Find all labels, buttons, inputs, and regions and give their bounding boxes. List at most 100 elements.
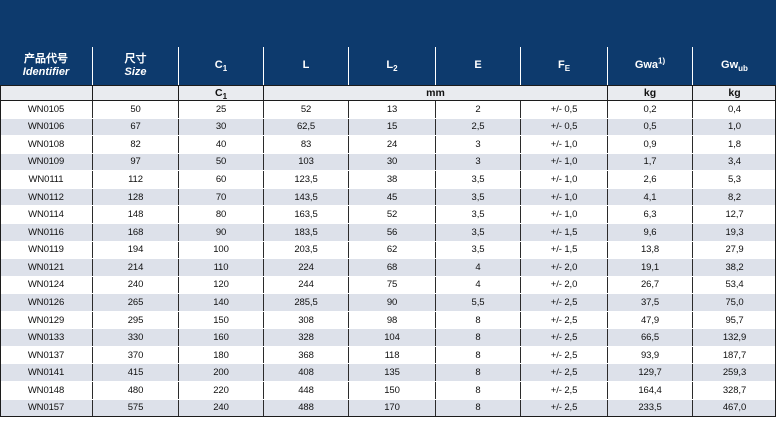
table-cell: 148 — [92, 206, 178, 223]
table-row: WN0114 148 80 163,5 52 3,5 +/- 1,0 6,3 12,7 — [0, 206, 776, 224]
table-cell: 6,3 — [607, 206, 692, 223]
table-cell: 259,3 — [692, 364, 776, 381]
table-cell: 112 — [92, 171, 178, 188]
table-cell: 13 — [348, 101, 435, 118]
table-left-edge — [0, 85, 1, 417]
table-cell: 75,0 — [692, 294, 776, 311]
table-cell: 37,5 — [607, 294, 692, 311]
table-body: WN0105 50 25 52 13 2 +/- 0,5 0,2 0,4 WN0106 67 30 62… — [0, 101, 776, 417]
table-cell: 93,9 — [607, 346, 692, 364]
table-cell: +/- 1,0 — [520, 136, 607, 153]
table-cell: 183,5 — [263, 223, 348, 241]
table-cell: 1,8 — [692, 136, 776, 153]
table-header-row: 产品代号 Identifier 尺寸 Size C1 L L2 E FE — [0, 47, 776, 85]
col-header-l: L — [263, 47, 348, 85]
table-row: WN0108 82 40 83 24 3 +/- 1,0 0,9 1,8 — [0, 136, 776, 154]
table-cell: 27,9 — [692, 241, 776, 259]
table-cell: 0,4 — [692, 101, 776, 118]
table-cell: 3,4 — [692, 153, 776, 171]
table-cell: 2,5 — [435, 118, 520, 136]
col-header-identifier: 产品代号 Identifier — [0, 47, 92, 85]
table-cell: 30 — [178, 118, 263, 136]
table-cell: +/- 1,0 — [520, 188, 607, 206]
table-cell: 100 — [178, 241, 263, 259]
table-cell: 3,5 — [435, 241, 520, 259]
table-cell: 25 — [178, 101, 263, 118]
table-cell: 132,9 — [692, 329, 776, 346]
table-cell: 19,3 — [692, 223, 776, 241]
identifier-cell: WN0114 — [28, 209, 64, 221]
table-cell: 120 — [178, 276, 263, 294]
table-cell: 52 — [348, 206, 435, 223]
table-cell: +/- 2,5 — [520, 311, 607, 329]
table-cell: 53,4 — [692, 276, 776, 294]
table-cell: 220 — [178, 382, 263, 399]
identifier-cell: WN0126 — [27, 296, 65, 308]
table-cell: 244 — [263, 276, 348, 294]
table-cell: +/- 2,0 — [520, 259, 607, 276]
table-cell: +/- 1,0 — [520, 206, 607, 223]
table-cell: 67 — [92, 118, 178, 136]
table-cell: 98 — [348, 311, 435, 329]
table-cell: 187,7 — [692, 346, 776, 364]
units-cell-kg-gwub: kg — [692, 86, 776, 100]
table-cell: 66,5 — [607, 329, 692, 346]
table-cell: 150 — [348, 382, 435, 399]
table-cell: 118 — [348, 346, 435, 364]
table-cell: 328 — [263, 329, 348, 346]
table-cell: +/- 2,0 — [520, 276, 607, 294]
table-cell: 60 — [178, 171, 263, 188]
table-cell: 8 — [435, 346, 520, 364]
table-cell: 0,9 — [607, 136, 692, 153]
identifier-cell: WN0116 — [28, 226, 64, 238]
table-cell: 180 — [178, 346, 263, 364]
table-cell: 24 — [348, 136, 435, 153]
table-cell: 143,5 — [263, 188, 348, 206]
col-header-fe: FE — [520, 47, 607, 85]
table-cell: 368 — [263, 346, 348, 364]
table-cell: +/- 2,5 — [520, 399, 607, 417]
table-cell: 80 — [178, 206, 263, 223]
table-cell: 38,2 — [692, 259, 776, 276]
table-cell: 4 — [435, 276, 520, 294]
table-cell: +/- 1,5 — [520, 241, 607, 259]
table-cell: 415 — [92, 364, 178, 381]
col-header-size-en: Size — [124, 66, 147, 78]
table-cell: 308 — [263, 311, 348, 329]
identifier-cell: WN0133 — [27, 332, 65, 344]
table-cell: 3,5 — [435, 206, 520, 223]
table-cell: 129,7 — [607, 364, 692, 381]
table-cell: 3 — [435, 153, 520, 171]
identifier-cell: WN0109 — [27, 156, 65, 168]
table-cell: 15 — [348, 118, 435, 136]
identifier-cell: WN0112 — [28, 191, 64, 203]
table-cell: +/- 0,5 — [520, 118, 607, 136]
table-cell: 9,6 — [607, 223, 692, 241]
units-cell-identifier — [0, 86, 92, 100]
table-cell: 140 — [178, 294, 263, 311]
table-row: WN0157 575 240 488 170 8 +/- 2,5 233,5 467,0 — [0, 399, 776, 417]
table-cell: 164,4 — [607, 382, 692, 399]
table-cell: 8 — [435, 311, 520, 329]
table-cell: 8 — [435, 399, 520, 417]
table-cell: +/- 1,5 — [520, 223, 607, 241]
table-row: WN0148 480 220 448 150 8 +/- 2,5 164,4 328,7 — [0, 382, 776, 400]
table-cell: +/- 1,0 — [520, 153, 607, 171]
table-cell: 40 — [178, 136, 263, 153]
table-cell: 467,0 — [692, 399, 776, 417]
table-cell: 0,2 — [607, 101, 692, 118]
table-cell: 330 — [92, 329, 178, 346]
table-cell: 2 — [435, 101, 520, 118]
table-cell: 0,5 — [607, 118, 692, 136]
identifier-cell: WN0105 — [27, 103, 65, 115]
table-cell: 19,1 — [607, 259, 692, 276]
table-header-band: 产品代号 Identifier 尺寸 Size C1 L L2 E FE — [0, 0, 776, 85]
identifier-cell: WN0124 — [27, 279, 65, 291]
table-cell: 194 — [92, 241, 178, 259]
table-cell: 8 — [435, 382, 520, 399]
table-cell: 128 — [92, 188, 178, 206]
table-cell: 5,5 — [435, 294, 520, 311]
table-cell: 488 — [263, 399, 348, 417]
table-cell: 3,5 — [435, 171, 520, 188]
